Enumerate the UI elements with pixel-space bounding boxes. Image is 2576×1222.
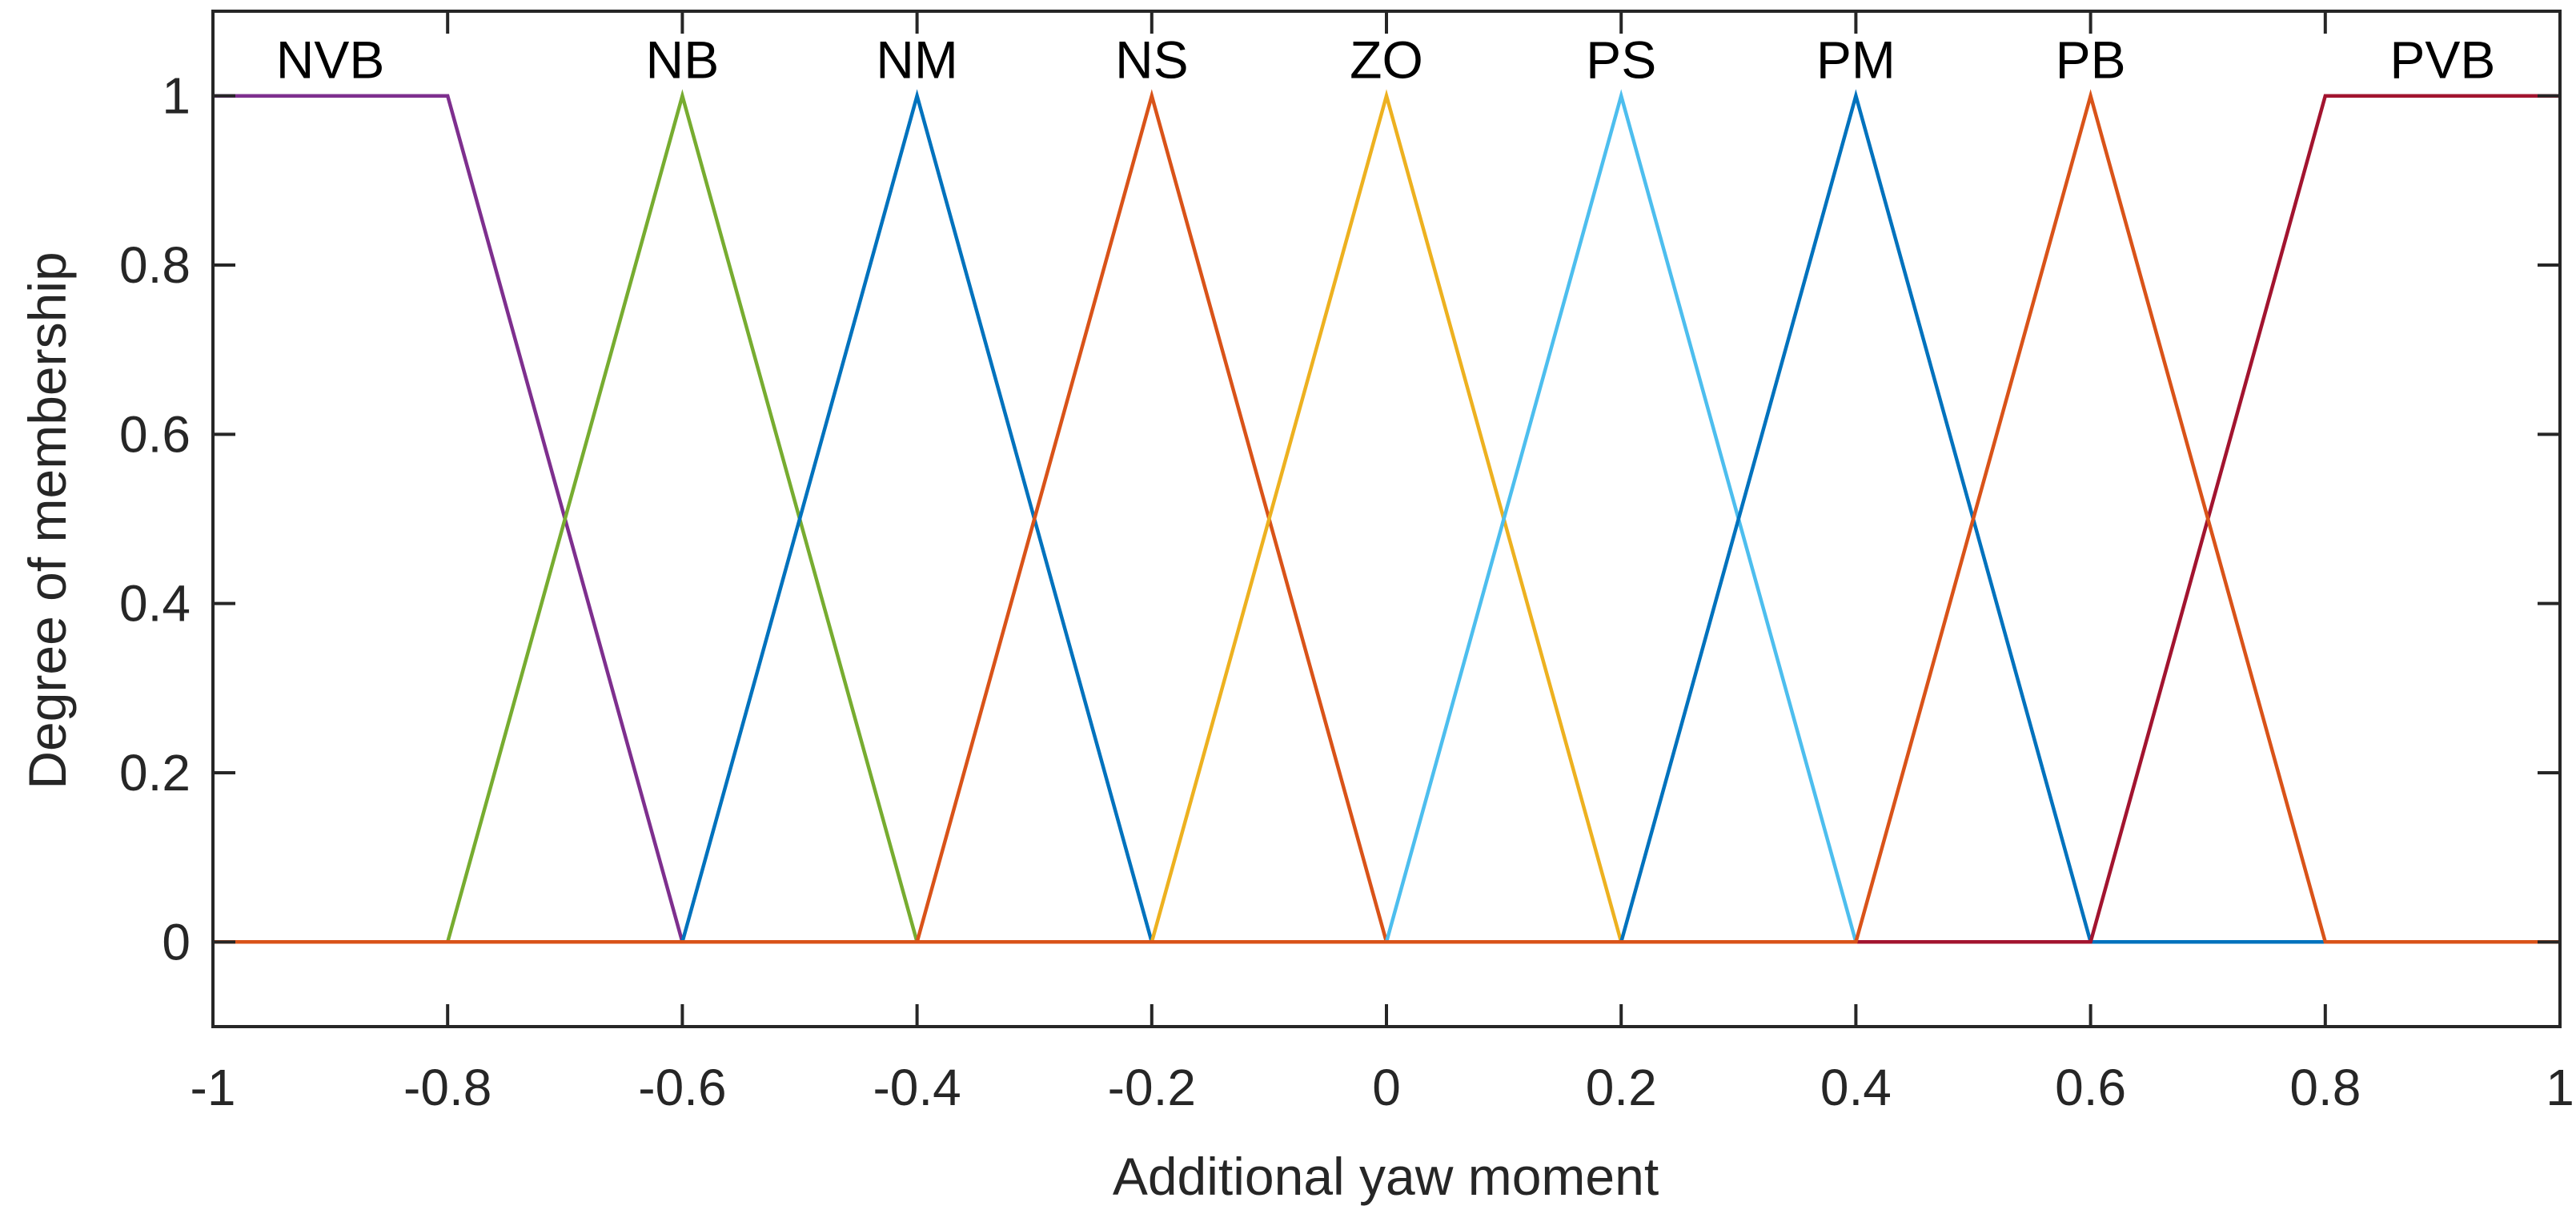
y-tick-label: 0 xyxy=(162,913,191,971)
x-tick-label: 1 xyxy=(2546,1059,2574,1116)
x-tick-label: 0.8 xyxy=(2289,1059,2361,1116)
axes-layer: -1 -0.8 -0.6 -0.4 -0.2 0 0.2 0.4 0.6 0.8 1 0 0.2 0.4 0… xyxy=(119,10,2574,1116)
y-tick-label: 1 xyxy=(162,67,191,125)
x-axis-label: Additional yaw moment xyxy=(1113,1147,1659,1206)
x-tick-label: -0.6 xyxy=(638,1059,726,1116)
x-tick-label: 0.4 xyxy=(1820,1059,1892,1116)
series-line-pb xyxy=(213,89,2560,944)
x-tick-label: -0.2 xyxy=(1108,1059,1196,1116)
x-tick-label: -1 xyxy=(191,1059,236,1116)
y-tick-label: 0.2 xyxy=(119,744,191,802)
y-tick-label: 0.6 xyxy=(119,405,191,463)
membership-label-pb: PB xyxy=(2056,30,2126,90)
membership-label-ns: NS xyxy=(1115,30,1189,90)
membership-label-nm: NM xyxy=(876,30,958,90)
membership-label-layer: NVB NB NM NS ZO PS PM PVB PB xyxy=(276,30,2496,90)
plot-background xyxy=(213,11,2560,1027)
x-tick-label: 0.6 xyxy=(2055,1059,2126,1116)
membership-label-nvb: NVB xyxy=(276,30,385,90)
membership-label-pm: PM xyxy=(1816,30,1896,90)
x-tick-label: 0 xyxy=(1372,1059,1401,1116)
x-tick-label: -0.8 xyxy=(403,1059,492,1116)
plot-area xyxy=(213,11,2560,1027)
x-tick-label: -0.4 xyxy=(873,1059,961,1116)
y-axis-label: Degree of membership xyxy=(18,251,77,789)
y-tick-label: 0.4 xyxy=(119,575,191,633)
membership-label-zo: ZO xyxy=(1350,30,1423,90)
series-layer xyxy=(213,89,2560,944)
membership-label-nb: NB xyxy=(646,30,720,90)
membership-label-pvb: PVB xyxy=(2389,30,2495,90)
x-tick-label: 0.2 xyxy=(1586,1059,1657,1116)
y-tick-label: 0.8 xyxy=(119,236,191,294)
membership-label-ps: PS xyxy=(1586,30,1656,90)
